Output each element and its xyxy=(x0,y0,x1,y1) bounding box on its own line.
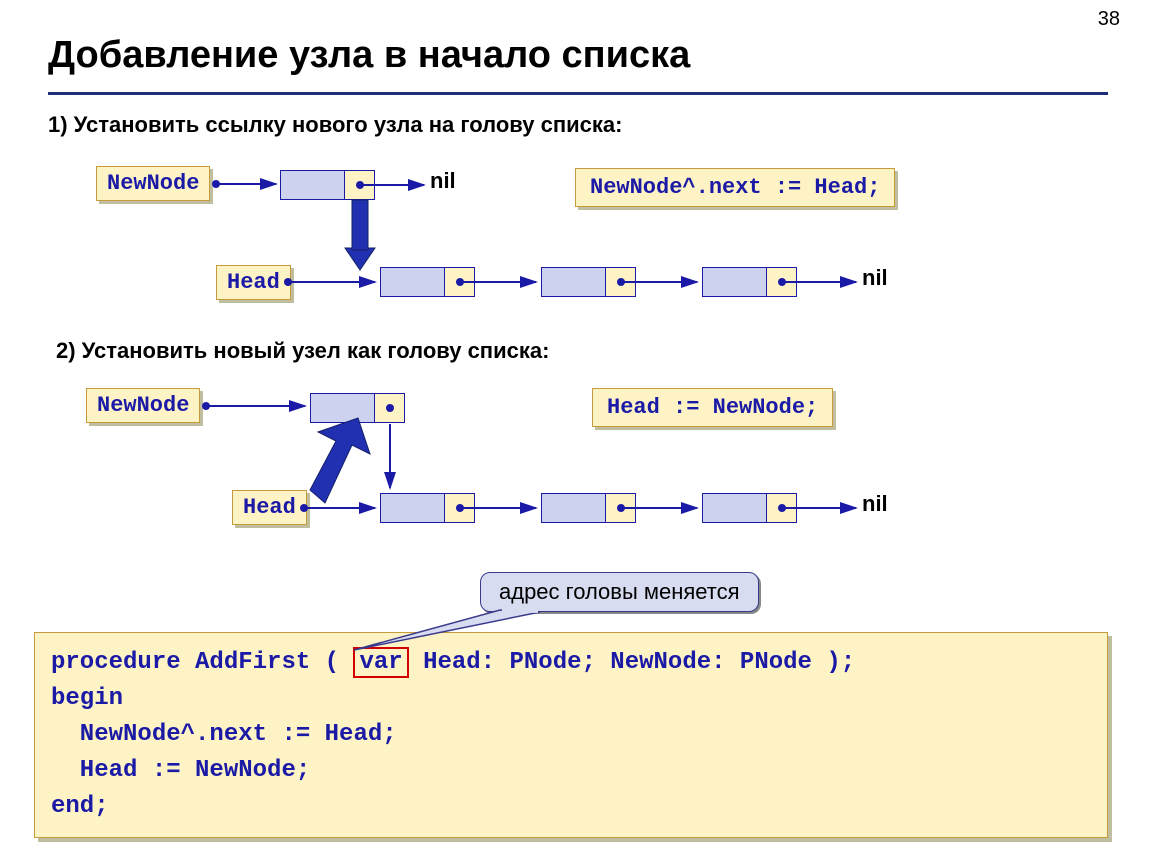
node-1a xyxy=(380,267,475,297)
nil-1b: nil xyxy=(862,265,888,291)
proc-l2: begin xyxy=(51,685,123,712)
label-head-2: Head xyxy=(232,490,307,525)
step1-text: 1) Установить ссылку нового узла на голо… xyxy=(48,112,622,138)
procedure-code: procedure AddFirst ( var Head: PNode; Ne… xyxy=(34,632,1108,838)
var-highlight: var xyxy=(353,647,408,678)
node-2a xyxy=(380,493,475,523)
node-1b xyxy=(541,267,636,297)
code-box-2: Head := NewNode; xyxy=(592,388,833,427)
proc-l1a: procedure AddFirst ( xyxy=(51,649,353,676)
nil-2: nil xyxy=(862,491,888,517)
label-head-1: Head xyxy=(216,265,291,300)
node-2c xyxy=(702,493,797,523)
label-newnode-2: NewNode xyxy=(86,388,200,423)
node-new-1 xyxy=(280,170,375,200)
step2-text: 2) Установить новый узел как голову спис… xyxy=(56,338,549,364)
node-1c xyxy=(702,267,797,297)
node-2b xyxy=(541,493,636,523)
page-number: 38 xyxy=(1098,8,1120,31)
callout: адрес головы меняется xyxy=(480,572,759,612)
proc-l1b: Head: PNode; NewNode: PNode ); xyxy=(409,649,855,676)
proc-l3: NewNode^.next := Head; xyxy=(51,721,397,748)
node-new-2 xyxy=(310,393,405,423)
proc-l5: end; xyxy=(51,793,109,820)
proc-l4: Head := NewNode; xyxy=(51,757,310,784)
code-box-1: NewNode^.next := Head; xyxy=(575,168,895,207)
slide-title: Добавление узла в начало списка xyxy=(48,34,690,77)
nil-1a: nil xyxy=(430,168,456,194)
label-newnode-1: NewNode xyxy=(96,166,210,201)
title-rule xyxy=(48,92,1108,95)
slide: 38 Добавление узла в начало списка 1) Ус… xyxy=(0,0,1150,864)
